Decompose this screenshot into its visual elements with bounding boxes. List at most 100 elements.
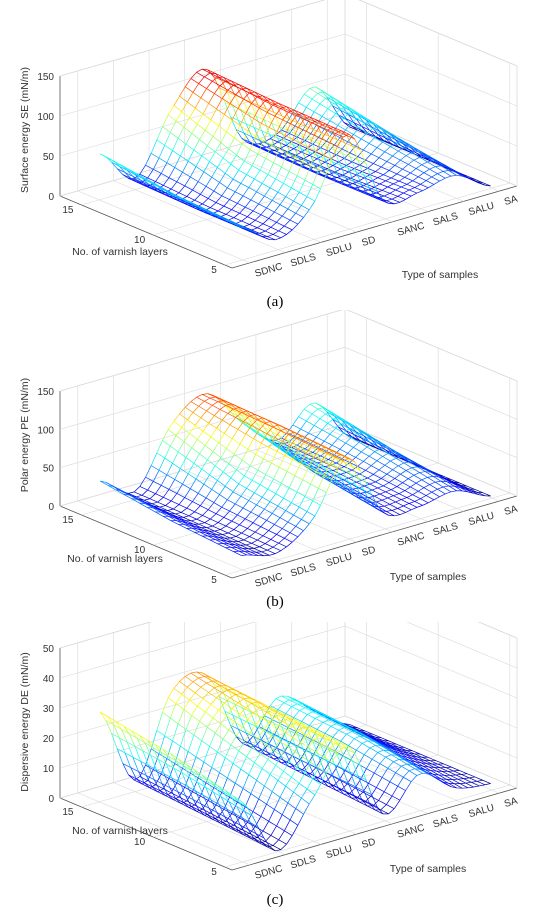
- mesh-line: [322, 719, 329, 723]
- mesh-line: [230, 744, 239, 752]
- mesh-line: [429, 168, 438, 174]
- mesh-line: [290, 154, 300, 159]
- mesh-line: [179, 681, 188, 688]
- mesh-line: [270, 99, 279, 104]
- mesh-line: [218, 522, 227, 527]
- mesh-line: [280, 148, 289, 153]
- mesh-line: [247, 216, 256, 221]
- mesh-line: [177, 126, 185, 139]
- mesh-line: [107, 157, 117, 164]
- mesh-line: [212, 818, 221, 824]
- mesh-line: [383, 482, 390, 487]
- mesh-line: [190, 166, 197, 178]
- mesh-line: [337, 787, 347, 792]
- mesh-line: [318, 137, 327, 142]
- mesh-line: [241, 693, 250, 699]
- mesh-line: [348, 427, 357, 433]
- mesh-line: [224, 103, 231, 115]
- mesh-line: [320, 173, 329, 178]
- mesh-line: [425, 155, 434, 162]
- mesh-line: [295, 519, 302, 527]
- mesh-line: [227, 178, 234, 188]
- mesh-line: [269, 435, 278, 442]
- mesh-line: [211, 489, 220, 495]
- mesh-line: [137, 738, 146, 744]
- mesh-line: [255, 739, 262, 747]
- mesh-line: [293, 506, 300, 516]
- mesh-line: [312, 129, 320, 144]
- mesh-line: [378, 800, 387, 805]
- mesh-line: [234, 768, 242, 784]
- mesh-line: [411, 192, 418, 197]
- mesh-line: [333, 126, 342, 132]
- mesh-line: [230, 735, 237, 746]
- mesh-line: [275, 695, 282, 699]
- mesh-line: [260, 804, 267, 817]
- mesh-line: [392, 155, 401, 161]
- mesh-line: [284, 225, 293, 231]
- mesh-line: [272, 424, 279, 428]
- mesh-line: [375, 439, 385, 445]
- mesh-line: [369, 171, 376, 175]
- mesh-line: [401, 186, 410, 191]
- mesh-line: [242, 411, 251, 416]
- mesh-line: [261, 549, 268, 553]
- mesh-line: [158, 457, 166, 471]
- mesh-line: [207, 787, 215, 801]
- mesh-line: [260, 730, 268, 741]
- mesh-line: [173, 796, 180, 800]
- mesh-line: [259, 232, 268, 237]
- mesh-line: [359, 470, 366, 475]
- mesh-line: [256, 780, 265, 787]
- mesh-line: [337, 460, 344, 469]
- mesh-line: [185, 795, 194, 801]
- mesh-line: [319, 449, 328, 454]
- mesh-line: [254, 178, 263, 184]
- mesh-line: [226, 700, 234, 716]
- mesh-line: [265, 108, 273, 124]
- mesh-line: [269, 187, 279, 193]
- mesh-line: [317, 729, 326, 734]
- mesh-line: [175, 111, 182, 122]
- mesh-line: [222, 157, 232, 165]
- mesh-line: [162, 697, 169, 713]
- mesh-line: [220, 723, 229, 731]
- mesh-line: [355, 451, 362, 458]
- mesh-line: [183, 117, 190, 128]
- mesh-line: [217, 738, 224, 753]
- mesh-line: [235, 782, 244, 789]
- mesh-line: [342, 153, 351, 158]
- mesh-line: [252, 522, 262, 527]
- mesh-line: [249, 219, 256, 225]
- mesh-line: [217, 205, 225, 212]
- mesh-line: [377, 445, 386, 451]
- mesh-line: [206, 680, 213, 684]
- mesh-line: [310, 483, 319, 489]
- mesh-line: [289, 212, 296, 221]
- mesh-line: [207, 781, 214, 793]
- mesh-line: [145, 153, 152, 166]
- mesh-line: [294, 759, 301, 767]
- mesh-line: [420, 762, 429, 768]
- mesh-line: [367, 474, 374, 479]
- mesh-line: [195, 468, 202, 480]
- mesh-line: [401, 499, 410, 504]
- mesh-line: [252, 230, 259, 235]
- mesh-line: [217, 543, 226, 549]
- mesh-line: [189, 692, 196, 701]
- mesh-line: [227, 413, 236, 418]
- mesh-line: [401, 456, 410, 463]
- mesh-line: [179, 86, 186, 97]
- z-gridline: [59, 310, 343, 392]
- mesh-line: [314, 775, 321, 783]
- mesh-line: [264, 195, 273, 201]
- z-tick-label: 20: [43, 734, 55, 745]
- mesh-line: [374, 196, 384, 201]
- mesh-line: [369, 187, 376, 197]
- mesh-line: [320, 173, 327, 189]
- mesh-line: [229, 783, 236, 798]
- mesh-line: [302, 467, 309, 481]
- mesh-line: [286, 106, 295, 111]
- mesh-line: [254, 753, 261, 763]
- y-tick-label: 15: [62, 807, 74, 818]
